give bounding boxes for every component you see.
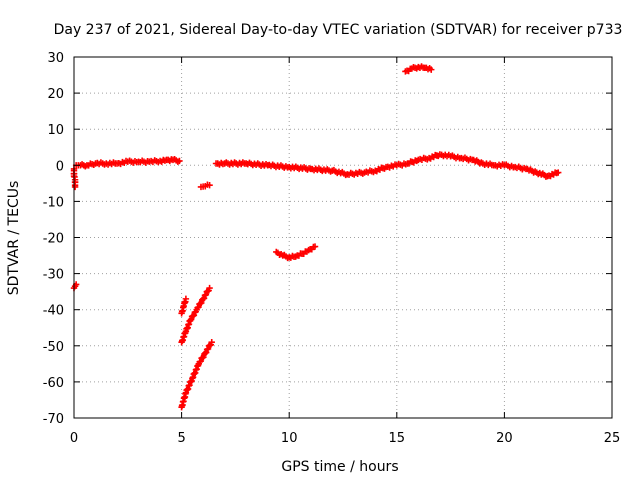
data-point-early-drop bbox=[71, 183, 79, 191]
x-tick-label: 5 bbox=[177, 431, 185, 446]
y-tick-label: -30 bbox=[43, 268, 64, 283]
grid-lines bbox=[74, 57, 612, 418]
data-point-steep-upper bbox=[190, 312, 198, 319]
data-point-steep-lower bbox=[208, 338, 215, 346]
y-tick-label: -50 bbox=[43, 340, 64, 355]
y-tick-label: 30 bbox=[47, 51, 64, 66]
y-tick-label: 10 bbox=[47, 123, 64, 138]
y-tick-label: -20 bbox=[43, 232, 64, 247]
x-tick-label: 15 bbox=[389, 431, 406, 446]
y-tick-label: -10 bbox=[43, 195, 64, 210]
data-point-steep-upper bbox=[202, 291, 210, 298]
data-point-steep-upper bbox=[206, 284, 213, 292]
data-point-steep-lower bbox=[197, 358, 204, 365]
x-axis-label: GPS time / hours bbox=[281, 459, 398, 475]
chart-title: Day 237 of 2021, Sidereal Day-to-day VTE… bbox=[54, 22, 623, 38]
x-tick-label: 10 bbox=[281, 431, 298, 446]
data-point-top-arc bbox=[428, 66, 435, 73]
data-point-arc bbox=[311, 243, 319, 250]
y-tick-label: 0 bbox=[56, 159, 64, 174]
data-point-steep-upper bbox=[200, 295, 208, 302]
data-point-steep-upper bbox=[187, 316, 195, 323]
data-point-steep-lower bbox=[200, 353, 207, 361]
x-tick-label: 0 bbox=[70, 431, 78, 446]
x-tick-label: 25 bbox=[604, 431, 621, 446]
data-point-steep-upper bbox=[187, 317, 194, 324]
data-point-main-track bbox=[176, 157, 183, 165]
y-axis-label: SDTVAR / TECUs bbox=[6, 181, 22, 296]
y-tick-label: -40 bbox=[43, 304, 64, 319]
data-point-steep-lower bbox=[202, 349, 210, 356]
data-point-small-blip bbox=[206, 181, 213, 189]
x-tick-label: 20 bbox=[496, 431, 513, 446]
y-tick-label: 20 bbox=[47, 87, 64, 102]
data-point-middle-track bbox=[555, 169, 562, 176]
data-point-short-vertical bbox=[182, 295, 190, 303]
y-tick-label: -70 bbox=[43, 412, 64, 427]
y-tick-label: -60 bbox=[43, 376, 64, 391]
data-point-steep-lower bbox=[204, 345, 212, 353]
data-points bbox=[70, 63, 562, 411]
axis-ticks: 0 5 10 15 20 25 30 20 10 0 -10 -20 -30 -40 -50 -60 -70 bbox=[43, 51, 621, 446]
data-point-steep-upper bbox=[195, 303, 202, 311]
data-point-steep-upper bbox=[198, 299, 205, 307]
